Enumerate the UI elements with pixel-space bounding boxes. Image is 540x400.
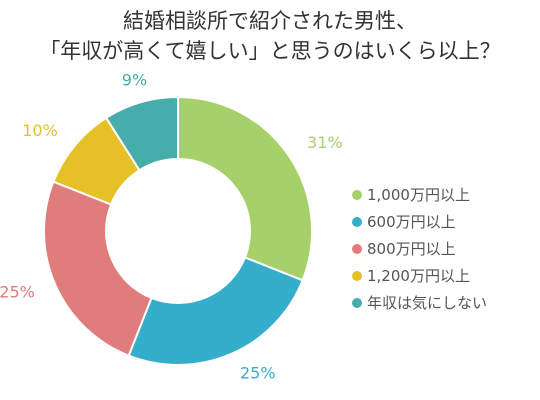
legend-label: 600万円以上 (367, 213, 456, 231)
legend-item: 800万円以上 (352, 235, 487, 262)
legend-marker (352, 243, 362, 254)
chart-title-line-1: 結婚相談所で紹介された男性、 (123, 9, 417, 33)
donut-slice (43, 180, 153, 357)
chart-legend: 1,000万円以上 600万円以上 800万円以上 1,200万円以上 年収は気… (352, 181, 487, 316)
donut-slice (177, 95, 313, 282)
slice-data-label: 25% (0, 282, 35, 301)
legend-marker (352, 297, 362, 308)
legend-item: 1,000万円以上 (352, 181, 487, 208)
legend-label: 1,200万円以上 (367, 267, 470, 285)
legend-marker (352, 216, 362, 227)
legend-label: 年収は気にしない (367, 294, 488, 312)
chart-title-line-2: 「年収が高くて嬉しい」と思うのはいくら以上？ (39, 39, 501, 63)
legend-marker (352, 189, 362, 200)
legend-label: 800万円以上 (367, 240, 456, 258)
legend-item: 年収は気にしない (352, 289, 487, 316)
slice-data-label: 9% (122, 71, 147, 90)
donut-slice (127, 256, 304, 366)
legend-item: 1,200万円以上 (352, 262, 487, 289)
legend-label: 1,000万円以上 (367, 186, 470, 204)
legend-marker (352, 270, 362, 281)
legend-item: 600万円以上 (352, 208, 487, 235)
slice-data-label: 10% (22, 121, 58, 140)
chart-title: 結婚相談所で紹介された男性、 「年収が高くて嬉しい」と思うのはいくら以上？ (0, 6, 540, 66)
donut-slice (104, 95, 179, 172)
slice-data-label: 31% (307, 133, 343, 152)
slice-data-label: 25% (240, 364, 276, 383)
